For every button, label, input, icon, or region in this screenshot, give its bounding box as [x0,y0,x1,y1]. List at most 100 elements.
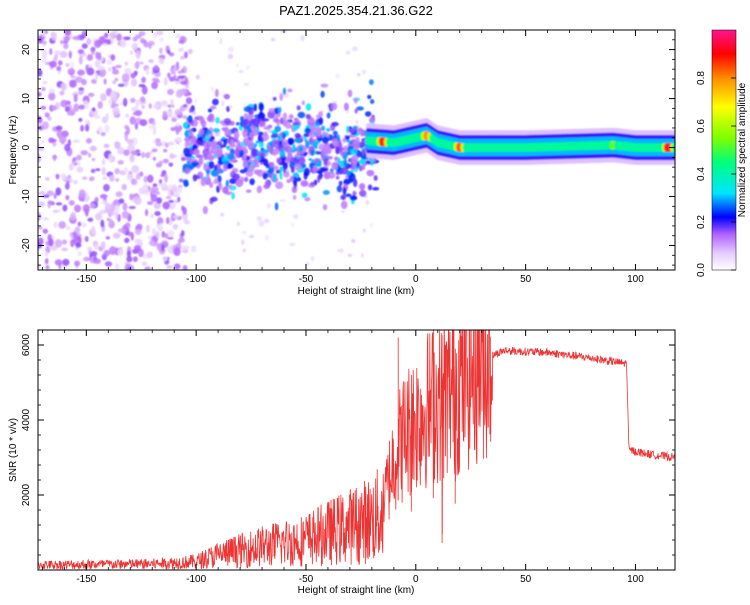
heatmap-cell [322,136,329,144]
heatmap-cell [135,99,139,108]
heatmap-cell [76,233,82,237]
heatmap-cell [126,255,133,263]
heatmap-cell [95,168,101,172]
heatmap-hotspot [346,139,350,143]
heatmap-cell [136,223,143,230]
heatmap-cell [93,258,102,264]
heatmap-cell [44,251,49,257]
heatmap-cell [95,51,99,60]
heatmap-cell [40,105,47,110]
heatmap-cell [117,159,124,165]
heatmap-cell [163,77,168,86]
heatmap-cell [115,178,119,182]
heatmap-cell [154,79,161,84]
heatmap-cell [148,43,152,50]
heatmap-cell [222,163,228,172]
heatmap-cell [177,238,182,245]
heatmap-cell [89,251,98,257]
heatmap-cell [114,204,120,214]
heatmap-cell [370,158,374,167]
heatmap-cell [159,47,163,54]
heatmap-cell [256,216,262,222]
heatmap-cell [77,69,85,76]
heatmap-cell [214,177,219,185]
heatmap-hotspot [289,149,293,153]
heatmap-hotspot [325,155,329,159]
heatmap-cell [61,239,67,245]
heatmap-cell [320,267,324,270]
heatmap-cell [75,76,83,83]
heatmap-cell [180,80,188,85]
heatmap-cell [229,138,235,147]
heatmap-cell [134,122,138,130]
heatmap-cell [159,36,164,43]
heatmap-cell [263,183,271,189]
heatmap-cell [104,202,112,212]
heatmap-cell [97,66,106,71]
heatmap-cell [44,258,49,265]
heatmap-cell [222,186,229,194]
heatmap-cell [303,133,310,138]
heatmap-cell [93,39,102,49]
snr-series-line [38,330,675,570]
heatmap-cell [80,150,88,156]
heatmap-cell [235,121,240,126]
heatmap-cell [258,220,265,227]
heatmap-cell [74,260,81,267]
heatmap-cell [132,256,138,262]
heatmap-hotspot [354,149,358,153]
heatmap-cell [117,228,125,233]
heatmap-cell [100,241,106,250]
heatmap-cell [210,196,218,202]
heatmap-cell [224,129,232,136]
heatmap-cell [82,204,90,213]
heatmap-cell [134,228,142,236]
heatmap-cell [274,202,279,211]
heatmap-cell [297,177,302,182]
heatmap-cell [117,83,125,87]
spectrogram-ytick-label: -10 [21,189,32,204]
heatmap-cell [350,166,357,171]
heatmap-cell [105,236,111,240]
heatmap-cell [134,196,142,205]
heatmap-cell [293,214,299,219]
heatmap-cell [208,161,215,170]
heatmap-cell [122,202,128,211]
heatmap-cell [345,135,350,141]
heatmap-cell [242,248,247,253]
heatmap-cell [208,149,214,155]
heatmap-cell [183,51,188,59]
heatmap-cell [343,159,348,167]
heatmap-cell [352,178,358,188]
spectrogram-ytick-label: 10 [21,93,32,105]
heatmap-cell [235,179,244,188]
heatmap-cell [52,154,57,162]
heatmap-hotspot [308,158,312,161]
heatmap-cell [225,179,230,188]
heatmap-cell [322,204,328,211]
heatmap-cell [301,192,308,199]
heatmap-cell [198,128,205,136]
heatmap-cell [135,34,142,39]
heatmap-cell [282,87,287,95]
heatmap-cell [303,167,310,177]
snr-ylabel: SNR (10 * v/v) [8,418,19,482]
heatmap-cell [90,51,95,55]
heatmap-cell [207,154,215,161]
snr-ytick-label: 2000 [21,483,32,506]
heatmap-cell [353,140,361,150]
heatmap-cell [151,148,158,153]
heatmap-cell [272,96,277,101]
heatmap-cell [104,124,110,133]
heatmap-cell [320,125,326,131]
heatmap-cell [339,150,344,156]
heatmap-cell [85,138,92,144]
heatmap-cell [114,167,120,175]
heatmap-cell [257,155,261,161]
heatmap-cell [84,124,90,132]
heatmap-cell [337,249,341,252]
heatmap-cell [44,61,49,66]
heatmap-cell [369,222,374,228]
